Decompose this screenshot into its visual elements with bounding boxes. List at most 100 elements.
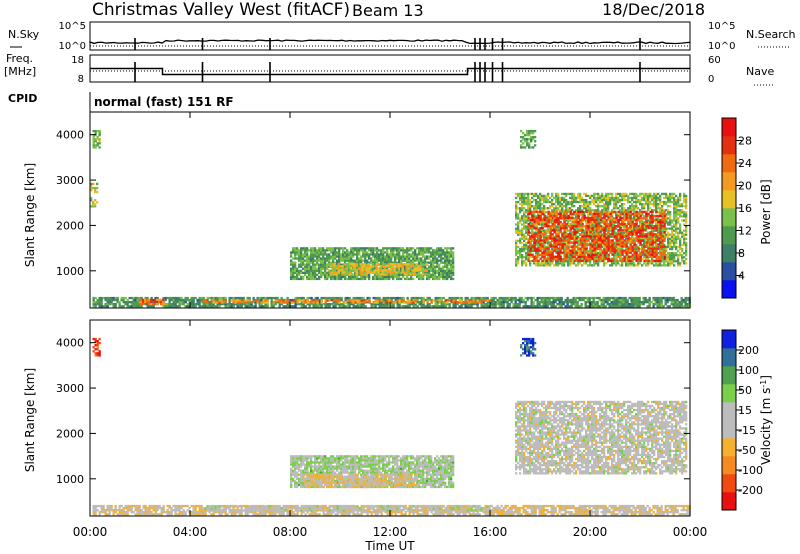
power-cells-cell-4 — [329, 271, 332, 274]
power-cells-cell-7 — [657, 203, 660, 206]
power-cells-cell-7 — [547, 192, 550, 196]
power-cells-cell-0 — [98, 298, 101, 302]
power-cells-cell-4 — [337, 265, 340, 268]
power-cells-cell-3 — [446, 269, 449, 272]
power-cells-cell-4 — [401, 265, 404, 268]
power-cells-cell-0 — [592, 305, 595, 308]
power-cells-cell-0 — [138, 296, 141, 300]
power-cells-cell-7 — [659, 198, 662, 202]
power-cells-cell-7 — [665, 235, 668, 238]
power-cells-cell-3 — [314, 255, 317, 258]
power-cells-cell-3 — [304, 259, 307, 262]
power-cells-cell-3 — [440, 261, 443, 264]
power-cells-cell-7 — [655, 241, 658, 245]
power-cells-cell-3 — [412, 267, 415, 270]
power-cells-cell-7 — [555, 205, 558, 208]
power-cells-cell-0 — [514, 303, 517, 306]
power-cells-cell-3 — [310, 253, 313, 256]
power-cells-cell-3 — [448, 275, 451, 279]
power-cells-cell-0 — [576, 303, 579, 306]
power-cells-cell-2 — [324, 301, 327, 304]
power-cells-cell-3 — [384, 277, 387, 281]
power-cells-cell-7 — [619, 211, 622, 214]
power-cells-cell-7 — [685, 194, 688, 198]
power-cells-cell-7 — [683, 252, 686, 255]
power-cells-cell-3 — [450, 259, 453, 262]
power-cells-cell-3 — [420, 277, 423, 281]
power-cells-cell-6 — [90, 197, 93, 200]
power-cells-cell-4 — [381, 273, 384, 276]
power-cells-cell-4 — [413, 267, 416, 270]
power-cells-cell-3 — [402, 259, 405, 262]
power-cells-cell-7 — [623, 196, 626, 200]
power-cells-cell-3 — [392, 249, 395, 252]
power-cells-cell-3 — [418, 277, 421, 281]
power-cells-cell-3 — [358, 249, 361, 252]
power-cells-cell-3 — [434, 251, 437, 254]
power-cells-cell-2 — [444, 299, 447, 302]
power-cells-cell-4 — [421, 263, 424, 266]
power-cells-cell-7 — [651, 225, 654, 228]
power-cells-cell-7 — [657, 245, 660, 249]
power-cells-cell-7 — [569, 209, 572, 212]
power-cells-cell-3 — [380, 255, 383, 258]
power-cells-cell-3 — [384, 275, 387, 279]
power-cells-cell-7 — [673, 239, 676, 242]
power-cells-cell-2 — [242, 301, 245, 304]
power-cells-cell-7 — [535, 254, 538, 257]
power-cells-cell-0 — [456, 296, 459, 300]
power-cells-cell-0 — [278, 303, 281, 306]
power-cells-cell-7 — [575, 264, 578, 267]
power-cells-cell-7 — [661, 192, 664, 196]
power-cells-cell-7 — [539, 196, 542, 200]
power-cells-cell-0 — [608, 296, 611, 300]
power-cells-cell-0 — [682, 301, 685, 304]
power-cells-cell-0 — [130, 305, 133, 308]
power-cells-cell-7 — [619, 209, 622, 212]
power-cells-cell-3 — [336, 275, 339, 279]
power-cells-cell-0 — [134, 301, 137, 304]
power-cells-cell-7 — [643, 262, 646, 265]
power-cells-cell-0 — [334, 305, 337, 308]
power-cells-cell-2 — [224, 299, 227, 302]
power-cells-cell-3 — [330, 269, 333, 272]
power-cells-cell-7 — [531, 227, 534, 230]
power-cells-cell-7 — [657, 198, 660, 202]
nsky-tick-top: 10^5 — [59, 21, 86, 32]
power-cells-cell-7 — [677, 205, 680, 208]
power-cells-cell-0 — [378, 296, 381, 300]
power-cells-cell-6 — [96, 182, 99, 186]
power-cells-cell-0 — [464, 303, 467, 306]
power-cells-cell-3 — [312, 267, 315, 270]
power-cells-cell-0 — [610, 296, 613, 300]
power-cells-cell-2 — [244, 301, 247, 304]
power-cells-cell-7 — [517, 217, 520, 220]
power-cells-cell-7 — [521, 192, 524, 196]
power-cells-cell-7 — [681, 211, 684, 214]
power-cells-cell-7 — [519, 241, 522, 245]
power-cells-cell-7 — [601, 200, 604, 204]
power-cells-cell-7 — [525, 231, 528, 234]
power-cells-cell-4 — [407, 273, 410, 276]
power-cells-cell-0 — [126, 298, 129, 302]
power-cells-cell-7 — [641, 264, 644, 267]
power-cells-cell-4 — [385, 269, 388, 272]
power-cells-cell-4 — [367, 263, 370, 266]
power-cells-cell-0 — [600, 301, 603, 304]
power-cells-cell-0 — [122, 298, 125, 302]
power-cells-cell-2 — [312, 301, 315, 304]
power-cells-cell-7 — [539, 262, 542, 265]
power-cells-cell-3 — [382, 255, 385, 258]
power-cells-cell-7 — [653, 209, 656, 212]
power-cells-cell-0 — [436, 303, 439, 306]
power-cells-cell-7 — [635, 194, 638, 198]
power-cells-cell-2 — [402, 299, 405, 302]
power-cells-cell-4 — [369, 271, 372, 274]
power-cells-cell-7 — [561, 258, 564, 261]
power-cells-cell-2 — [476, 299, 479, 302]
power-cells-cell-3 — [316, 251, 319, 254]
power-cells-cell-7 — [653, 192, 656, 196]
power-cells-cell-0 — [528, 305, 531, 308]
power-cells-cell-0 — [172, 303, 175, 306]
power-cells-cell-3 — [428, 277, 431, 281]
